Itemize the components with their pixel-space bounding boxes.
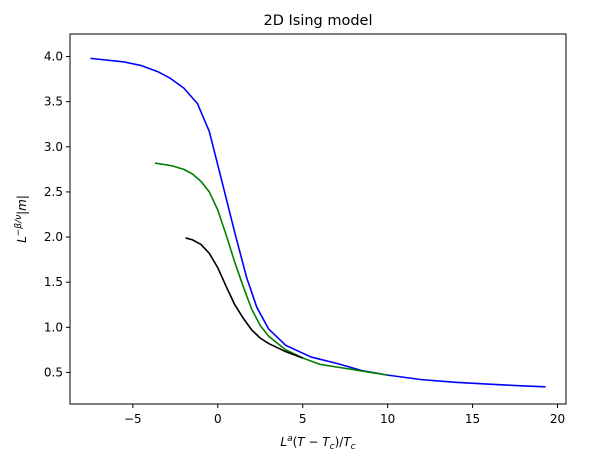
y-axis-label: L−β/ν|m| (14, 195, 29, 243)
x-tick-label: 5 (299, 412, 307, 426)
x-tick-label: −5 (124, 412, 142, 426)
y-tick-label: 0.5 (44, 365, 63, 379)
x-tick-label: 10 (380, 412, 395, 426)
y-axis-ticks: 0.5 1.0 1.5 2.0 2.5 3.0 3.5 4.0 (44, 50, 70, 379)
plot-frame (69, 33, 567, 405)
y-tick-label: 1.0 (44, 320, 63, 334)
series-layer (90, 57, 546, 388)
x-axis-label: La(T − Tc)/Tc (280, 434, 355, 452)
y-tick-label: 1.5 (44, 275, 63, 289)
series-line-1 (90, 57, 546, 388)
x-axis-ticks: −5 0 5 10 15 20 (124, 404, 565, 426)
y-tick-label: 4.0 (44, 50, 63, 64)
y-tick-label: 2.0 (44, 230, 63, 244)
series-line-2 (154, 162, 388, 376)
y-tick-label: 3.0 (44, 140, 63, 154)
x-tick-label: 20 (550, 412, 565, 426)
chart-title: 2D Ising model (263, 13, 372, 29)
y-tick-label: 3.5 (44, 95, 63, 109)
y-tick-label: 2.5 (44, 185, 63, 199)
x-tick-label: 0 (214, 412, 222, 426)
series-line-3 (185, 237, 303, 359)
x-tick-label: 15 (465, 412, 480, 426)
